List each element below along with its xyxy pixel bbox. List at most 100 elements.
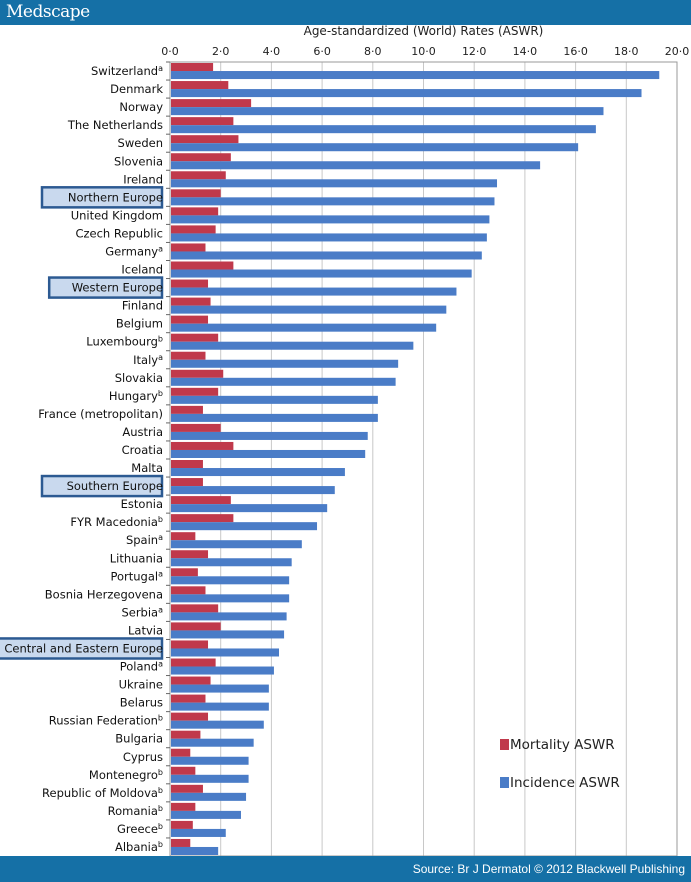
mortality-bar [171,333,219,342]
mortality-bar [171,63,214,72]
x-tick-label: 2·0 [212,45,230,58]
incidence-bar [171,233,487,242]
category-name: Lithuania [110,551,163,565]
mortality-bar [171,153,231,162]
category-name: Russian Federation [49,714,158,728]
category-label: Switzerlanda [91,64,163,78]
category-label: Polanda [120,660,163,674]
category-name: United Kingdom [71,208,163,222]
incidence-bar [171,125,596,134]
region-highlight-box [40,474,164,498]
incidence-bar [171,612,287,621]
category-label: Greeceb [117,822,163,836]
category-name: Greece [117,822,158,836]
category-footnote: b [158,804,163,813]
x-tick-label: 6·0 [313,45,331,58]
incidence-bar [171,107,604,116]
category-label: Germanya [105,244,163,258]
category-label: Austria [122,425,163,439]
incidence-bar [171,468,345,477]
mortality-bar [171,514,234,523]
mortality-bar [171,189,221,198]
incidence-bar [171,179,498,188]
incidence-bar [171,756,249,765]
incidence-bar [171,341,414,350]
category-label: Finland [122,299,163,313]
category-footnote: a [158,605,163,614]
category-label: Spaina [126,533,163,547]
category-name: FYR Macedonia [70,515,158,529]
category-label: Russian Federationb [49,714,163,728]
category-name: Sweden [118,136,163,150]
category-name: Finland [122,299,163,313]
mortality-bar [171,550,209,559]
incidence-bar [171,269,472,278]
mortality-bar [171,460,203,469]
category-label: Central and Eastern Europe [4,641,163,655]
incidence-bar [171,413,378,422]
incidence-bar [171,431,368,440]
category-label: Romaniab [108,804,163,818]
category-name: Ukraine [119,678,163,692]
incidence-bar [171,540,302,549]
category-name: Central and Eastern Europe [4,641,163,655]
mortality-bar [171,820,193,829]
mortality-bar [171,279,209,288]
category-label: Southern Europe [67,479,163,493]
incidence-bar [171,161,541,170]
incidence-bar [171,792,247,801]
legend-swatch [500,777,509,788]
category-name: France (metropolitan) [38,407,163,421]
mortality-bar [171,604,219,613]
category-label: Estonia [121,497,163,511]
mortality-bar [171,676,211,685]
category-label: Denmark [110,82,163,96]
chart-title: Age-standardized (World) Rates (ASWR) [304,24,544,38]
category-name: Switzerland [91,64,158,78]
incidence-bar [171,594,290,603]
category-label: Ireland [123,172,163,186]
incidence-bar [171,684,269,693]
category-name: The Netherlands [67,118,163,132]
category-label: Ukraine [119,678,163,692]
incidence-bar [171,702,269,711]
category-label: Slovakia [115,371,163,385]
category-name: Western Europe [72,281,163,295]
category-footnote: a [158,353,163,362]
source-text: Source: Br J Dermatol © 2012 Blackwell P… [412,862,685,876]
category-name: Croatia [122,443,163,457]
mortality-bar [171,243,206,252]
category-label: Luxembourgb [86,335,163,349]
category-name: Belgium [116,317,163,331]
x-tick-label: 4·0 [263,45,281,58]
mortality-bar [171,496,231,505]
mortality-bar [171,568,198,577]
category-name: Southern Europe [67,479,163,493]
category-label: Lithuania [110,551,163,565]
category-footnote: b [158,822,163,831]
category-footnote: b [158,840,163,849]
category-label: Croatia [122,443,163,457]
incidence-bar [171,215,490,224]
category-label: Slovenia [114,154,163,168]
mortality-bar [171,387,219,396]
category-label: Portugala [110,569,163,583]
category-name: Bulgaria [115,732,163,746]
incidence-bar [171,71,660,80]
incidence-bar [171,486,335,495]
category-name: Germany [105,244,158,258]
incidence-bar [171,287,457,296]
mortality-bar [171,640,209,649]
category-name: Malta [131,461,163,475]
category-name: Estonia [121,497,163,511]
category-name: Italy [133,353,158,367]
category-name: Cyprus [123,750,163,764]
incidence-bar [171,504,328,513]
category-footnote: b [158,515,163,524]
x-tick-label: 0·0 [161,45,179,58]
mortality-bar [171,81,229,90]
category-label: Northern Europe [68,190,163,204]
mortality-bar [171,261,234,270]
incidence-bar [171,251,482,260]
